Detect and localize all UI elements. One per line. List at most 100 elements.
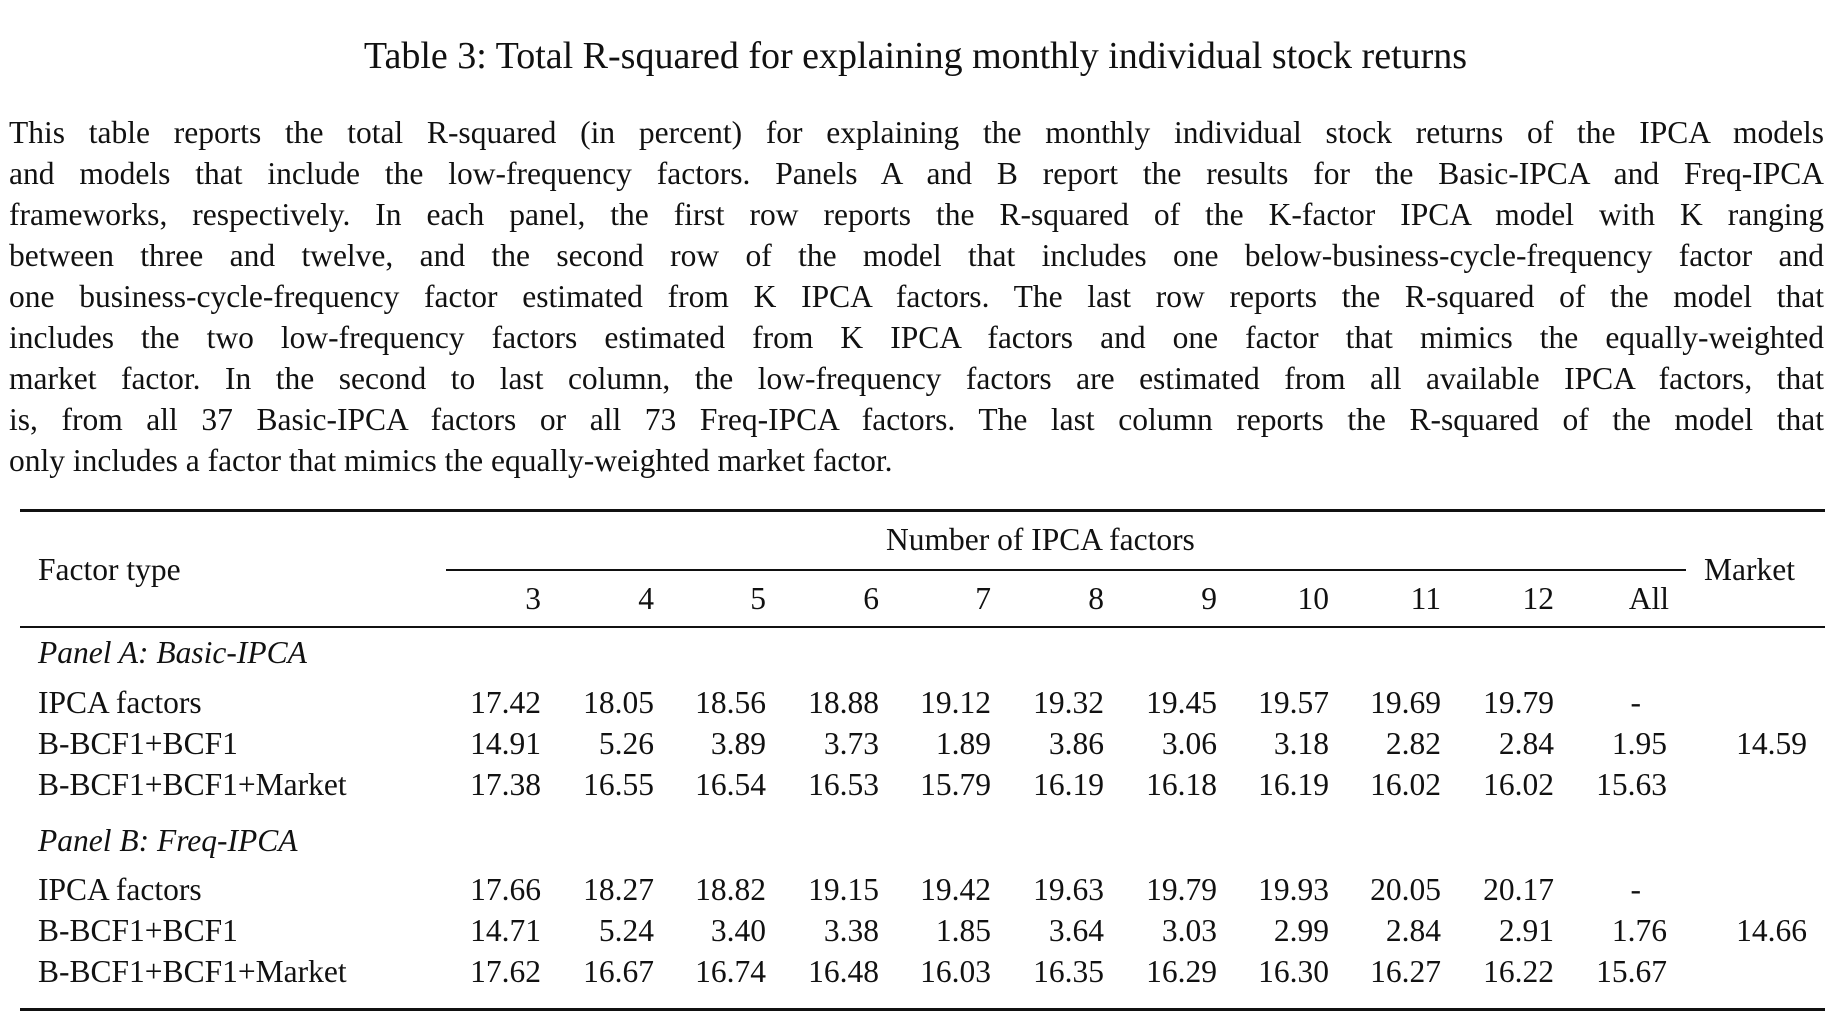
table-cell: 16.18 (1146, 767, 1217, 802)
table-cell: 19.12 (920, 685, 991, 720)
column-header: 4 (638, 581, 654, 616)
table-cell: 1.76 (1611, 913, 1667, 948)
table-cell: 2.84 (1385, 913, 1441, 948)
table-cell: 3.73 (823, 726, 879, 761)
table-cell: 1.95 (1611, 726, 1667, 761)
table-cell: 19.93 (1258, 872, 1329, 907)
header-bottom-rule (20, 626, 1825, 628)
table-bottom-rule (20, 1008, 1825, 1011)
description-line: This table reports the total R-squared (… (9, 115, 1824, 150)
row-label: B-BCF1+BCF1 (38, 726, 238, 761)
table-cell: 3.03 (1161, 913, 1217, 948)
row-label: B-BCF1+BCF1+Market (38, 767, 347, 802)
table-cell: 18.05 (583, 685, 654, 720)
table-cell: 16.03 (920, 954, 991, 989)
table-cell: 18.56 (695, 685, 766, 720)
table-cell: 16.67 (583, 954, 654, 989)
description-line: only includes a factor that mimics the e… (9, 443, 893, 478)
panel-title: Panel B: Freq-IPCA (38, 823, 298, 858)
panel-title: Panel A: Basic-IPCA (38, 635, 307, 670)
row-label: IPCA factors (38, 685, 202, 720)
table-cell: 2.91 (1498, 913, 1554, 948)
table-cell: 2.99 (1273, 913, 1329, 948)
table-cell: 14.91 (470, 726, 541, 761)
column-header: 8 (1088, 581, 1104, 616)
market-header: Market (1704, 552, 1795, 587)
table-cell: 19.79 (1146, 872, 1217, 907)
table-cell: 17.62 (470, 954, 541, 989)
table-cell: 1.85 (935, 913, 991, 948)
table-cell: 19.57 (1258, 685, 1329, 720)
column-header: All (1628, 581, 1669, 616)
table-cell: 19.79 (1483, 685, 1554, 720)
table-cell: 3.64 (1048, 913, 1104, 948)
table-cell: 3.38 (823, 913, 879, 948)
description-line: includes the two low-frequency factors e… (9, 320, 1824, 355)
column-header: 11 (1410, 581, 1441, 616)
table-cell: 16.30 (1258, 954, 1329, 989)
table-cell: 19.63 (1033, 872, 1104, 907)
table-cell: 18.88 (808, 685, 879, 720)
row-label: IPCA factors (38, 872, 202, 907)
description-line: frameworks, respectively. In each panel,… (9, 197, 1824, 232)
table-cell: 3.06 (1161, 726, 1217, 761)
group-header-rule (446, 569, 1686, 571)
table-cell: 19.42 (920, 872, 991, 907)
description-line: between three and twelve, and the second… (9, 238, 1824, 273)
table-cell: 3.18 (1273, 726, 1329, 761)
group-header: Number of IPCA factors (886, 522, 1195, 557)
factor-type-header: Factor type (38, 552, 181, 587)
table-cell: 18.82 (695, 872, 766, 907)
table-cell: - (1630, 872, 1642, 907)
column-header: 7 (975, 581, 991, 616)
table-cell: 5.26 (598, 726, 654, 761)
description-line: and models that include the low-frequenc… (9, 156, 1824, 191)
table-caption: Table 3: Total R-squared for explaining … (363, 35, 1468, 77)
description-line: is, from all 37 Basic-IPCA factors or al… (9, 402, 1824, 437)
table-cell: 3.86 (1048, 726, 1104, 761)
column-header: 6 (863, 581, 879, 616)
table-cell: 3.40 (710, 913, 766, 948)
table-cell: 16.19 (1033, 767, 1104, 802)
table-cell: 16.74 (695, 954, 766, 989)
table-cell: 20.05 (1370, 872, 1441, 907)
table-cell: 16.35 (1033, 954, 1104, 989)
row-label: B-BCF1+BCF1 (38, 913, 238, 948)
table-cell: 19.32 (1033, 685, 1104, 720)
table-cell: 16.29 (1146, 954, 1217, 989)
table-cell: 15.67 (1596, 954, 1667, 989)
column-header: 5 (750, 581, 766, 616)
table-cell: 16.02 (1370, 767, 1441, 802)
table-cell: 2.82 (1385, 726, 1441, 761)
column-header: 12 (1522, 581, 1555, 616)
table-top-rule (20, 509, 1825, 512)
table-cell: 16.19 (1258, 767, 1329, 802)
table-cell: 16.02 (1483, 767, 1554, 802)
column-header: 3 (525, 581, 541, 616)
table-cell: 16.54 (695, 767, 766, 802)
table-cell: 5.24 (598, 913, 654, 948)
table-cell: 16.53 (808, 767, 879, 802)
description-line: one business-cycle-frequency factor esti… (9, 279, 1824, 314)
table-cell: 19.15 (808, 872, 879, 907)
table-cell: 16.48 (808, 954, 879, 989)
table-cell: 15.63 (1596, 767, 1667, 802)
table-cell: 2.84 (1498, 726, 1554, 761)
table-cell: 16.22 (1483, 954, 1554, 989)
description-line: market factor. In the second to last col… (9, 361, 1824, 396)
table-cell: 19.45 (1146, 685, 1217, 720)
market-cell: 14.59 (1736, 726, 1807, 761)
column-header: 9 (1201, 581, 1217, 616)
table-cell: 20.17 (1483, 872, 1554, 907)
table-cell: 19.69 (1370, 685, 1441, 720)
table-cell: 17.66 (470, 872, 541, 907)
table-cell: 1.89 (935, 726, 991, 761)
row-label: B-BCF1+BCF1+Market (38, 954, 347, 989)
table-cell: - (1630, 685, 1642, 720)
table-cell: 17.42 (470, 685, 541, 720)
table-cell: 14.71 (470, 913, 541, 948)
table-cell: 18.27 (583, 872, 654, 907)
table-cell: 16.55 (583, 767, 654, 802)
table-description: This table reports the total R-squared (… (9, 112, 1824, 481)
